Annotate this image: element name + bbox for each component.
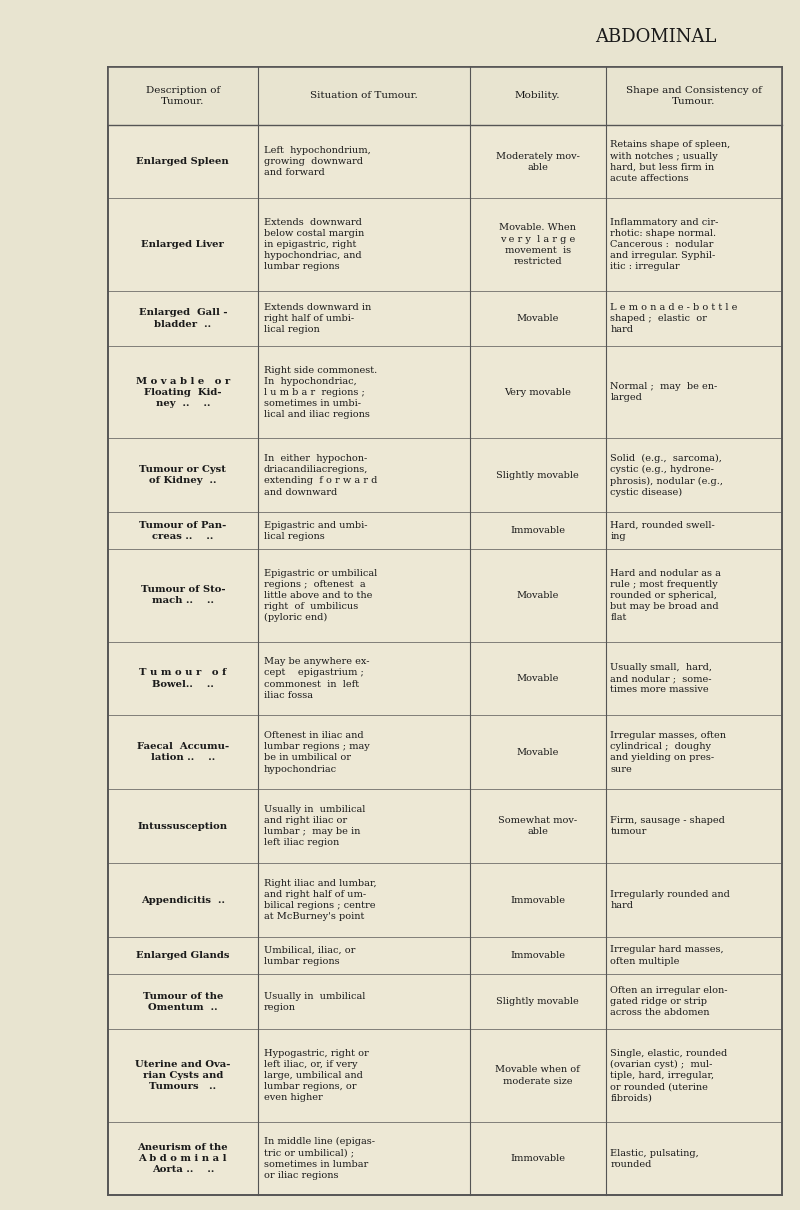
Text: Tumour of Sto-
mach ..    ..: Tumour of Sto- mach .. .. — [141, 586, 225, 605]
Text: Uterine and Ova-
rian Cysts and
Tumours   ..: Uterine and Ova- rian Cysts and Tumours … — [135, 1060, 230, 1091]
Text: Enlarged  Gall -
bladder  ..: Enlarged Gall - bladder .. — [138, 309, 227, 329]
Text: Movable: Movable — [517, 590, 558, 600]
Text: Tumour of Pan-
creas ..    ..: Tumour of Pan- creas .. .. — [139, 520, 226, 541]
Text: Slightly movable: Slightly movable — [496, 997, 579, 1007]
Text: Somewhat mov-
able: Somewhat mov- able — [498, 817, 577, 836]
Text: Movable when of
moderate size: Movable when of moderate size — [495, 1066, 580, 1085]
Text: Hard and nodular as a
rule ; most frequently
rounded or spherical,
but may be br: Hard and nodular as a rule ; most freque… — [610, 569, 722, 622]
Text: Usually in  umbilical
region: Usually in umbilical region — [264, 991, 366, 1012]
Text: Epigastric and umbi-
lical regions: Epigastric and umbi- lical regions — [264, 520, 367, 541]
Text: Tumour of the
Omentum  ..: Tumour of the Omentum .. — [142, 991, 223, 1012]
Text: Firm, sausage - shaped
tumour: Firm, sausage - shaped tumour — [610, 817, 726, 836]
Text: Irregular masses, often
cylindrical ;  doughy
and yielding on pres-
sure: Irregular masses, often cylindrical ; do… — [610, 731, 726, 773]
Text: Description of
Tumour.: Description of Tumour. — [146, 86, 220, 105]
Text: Extends  downward
below costal margin
in epigastric, right
hypochondriac, and
lu: Extends downward below costal margin in … — [264, 218, 364, 271]
Text: Right iliac and lumbar,
and right half of um-
bilical regions ; centre
at McBurn: Right iliac and lumbar, and right half o… — [264, 878, 377, 921]
Text: Inflammatory and cir-
rhotic: shape normal.
Cancerous :  nodular
and irregular. : Inflammatory and cir- rhotic: shape norm… — [610, 218, 718, 271]
Text: Right side commonest.
In  hypochondriac,
l u m b a r  regions ;
sometimes in umb: Right side commonest. In hypochondriac, … — [264, 365, 378, 419]
Text: L e m o n a d e - b o t t l e
shaped ;  elastic  or
hard: L e m o n a d e - b o t t l e shaped ; e… — [610, 302, 738, 334]
Text: Tumour or Cyst
of Kidney  ..: Tumour or Cyst of Kidney .. — [139, 466, 226, 485]
Text: Aneurism of the
A b d o m i n a l
Aorta ..    ..: Aneurism of the A b d o m i n a l Aorta … — [138, 1143, 228, 1174]
Text: Left  hypochondrium,
growing  downward
and forward: Left hypochondrium, growing downward and… — [264, 146, 370, 177]
Text: Elastic, pulsating,
rounded: Elastic, pulsating, rounded — [610, 1148, 699, 1169]
Text: Moderately mov-
able: Moderately mov- able — [496, 151, 579, 172]
Text: Hard, rounded swell-
ing: Hard, rounded swell- ing — [610, 520, 715, 541]
Text: Enlarged Glands: Enlarged Glands — [136, 951, 230, 960]
Text: M o v a b l e   o r
Floating  Kid-
ney  ..    ..: M o v a b l e o r Floating Kid- ney .. .… — [136, 376, 230, 408]
Text: In  either  hypochon-
driacandiliacregions,
extending  f o r w a r d
and downwar: In either hypochon- driacandiliacregions… — [264, 454, 378, 496]
Text: In middle line (epigas-
tric or umbilical) ;
sometimes in lumbar
or iliac region: In middle line (epigas- tric or umbilica… — [264, 1137, 375, 1180]
Text: Oftenest in iliac and
lumbar regions ; may
be in umbilical or
hypochondriac: Oftenest in iliac and lumbar regions ; m… — [264, 731, 370, 773]
Text: Mobility.: Mobility. — [515, 91, 560, 100]
Text: Very movable: Very movable — [504, 388, 571, 397]
Text: Intussusception: Intussusception — [138, 822, 228, 831]
Bar — [108, 67, 782, 125]
Text: Irregularly rounded and
hard: Irregularly rounded and hard — [610, 891, 730, 910]
Text: Movable. When
v e r y  l a r g e
movement  is
restricted: Movable. When v e r y l a r g e movement… — [499, 224, 576, 266]
Text: Hypogastric, right or
left iliac, or, if very
large, umbilical and
lumbar region: Hypogastric, right or left iliac, or, if… — [264, 1049, 369, 1102]
Text: Epigastric or umbilical
regions ;  oftenest  a
little above and to the
right  of: Epigastric or umbilical regions ; oftene… — [264, 569, 378, 622]
Text: Movable: Movable — [517, 674, 558, 682]
Text: Solid  (e.g.,  sarcoma),
cystic (e.g., hydrone-
phrosis), nodular (e.g.,
cystic : Solid (e.g., sarcoma), cystic (e.g., hyd… — [610, 454, 723, 497]
Text: T u m o u r   o f
Bowel..    ..: T u m o u r o f Bowel.. .. — [139, 668, 226, 688]
Text: Movable: Movable — [517, 313, 558, 323]
Text: Normal ;  may  be en-
larged: Normal ; may be en- larged — [610, 382, 718, 403]
Text: Single, elastic, rounded
(ovarian cyst) ;  mul-
tiple, hard, irregular,
or round: Single, elastic, rounded (ovarian cyst) … — [610, 1049, 728, 1102]
Text: Appendicitis  ..: Appendicitis .. — [141, 895, 225, 905]
Text: Shape and Consistency of
Tumour.: Shape and Consistency of Tumour. — [626, 86, 762, 105]
Text: Usually small,  hard,
and nodular ;  some-
times more massive: Usually small, hard, and nodular ; some-… — [610, 663, 712, 695]
Text: Often an irregular elon-
gated ridge or strip
across the abdomen: Often an irregular elon- gated ridge or … — [610, 986, 728, 1018]
Text: Movable: Movable — [517, 748, 558, 757]
Text: Immovable: Immovable — [510, 895, 565, 905]
Text: Immovable: Immovable — [510, 1154, 565, 1163]
Text: Enlarged Liver: Enlarged Liver — [142, 240, 224, 249]
Text: Umbilical, iliac, or
lumbar regions: Umbilical, iliac, or lumbar regions — [264, 945, 355, 966]
Text: Retains shape of spleen,
with notches ; usually
hard, but less firm in
acute aff: Retains shape of spleen, with notches ; … — [610, 140, 730, 183]
Text: Immovable: Immovable — [510, 526, 565, 535]
Text: Faecal  Accumu-
lation ..    ..: Faecal Accumu- lation .. .. — [137, 742, 229, 762]
Text: Usually in  umbilical
and right iliac or
lumbar ;  may be in
left iliac region: Usually in umbilical and right iliac or … — [264, 805, 366, 847]
Text: Enlarged Spleen: Enlarged Spleen — [137, 157, 229, 166]
Text: Situation of Tumour.: Situation of Tumour. — [310, 91, 418, 100]
Text: May be anywhere ex-
cept    epigastrium ;
commonest  in  left
iliac fossa: May be anywhere ex- cept epigastrium ; c… — [264, 657, 370, 699]
Text: Immovable: Immovable — [510, 951, 565, 960]
Bar — [108, 67, 782, 1195]
Text: ABDOMINAL: ABDOMINAL — [595, 28, 717, 46]
Text: Slightly movable: Slightly movable — [496, 471, 579, 480]
Text: Irregular hard masses,
often multiple: Irregular hard masses, often multiple — [610, 945, 724, 966]
Text: Extends downward in
right half of umbi-
lical region: Extends downward in right half of umbi- … — [264, 302, 371, 334]
